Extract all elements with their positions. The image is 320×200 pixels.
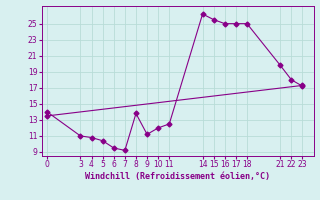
X-axis label: Windchill (Refroidissement éolien,°C): Windchill (Refroidissement éolien,°C): [85, 172, 270, 181]
